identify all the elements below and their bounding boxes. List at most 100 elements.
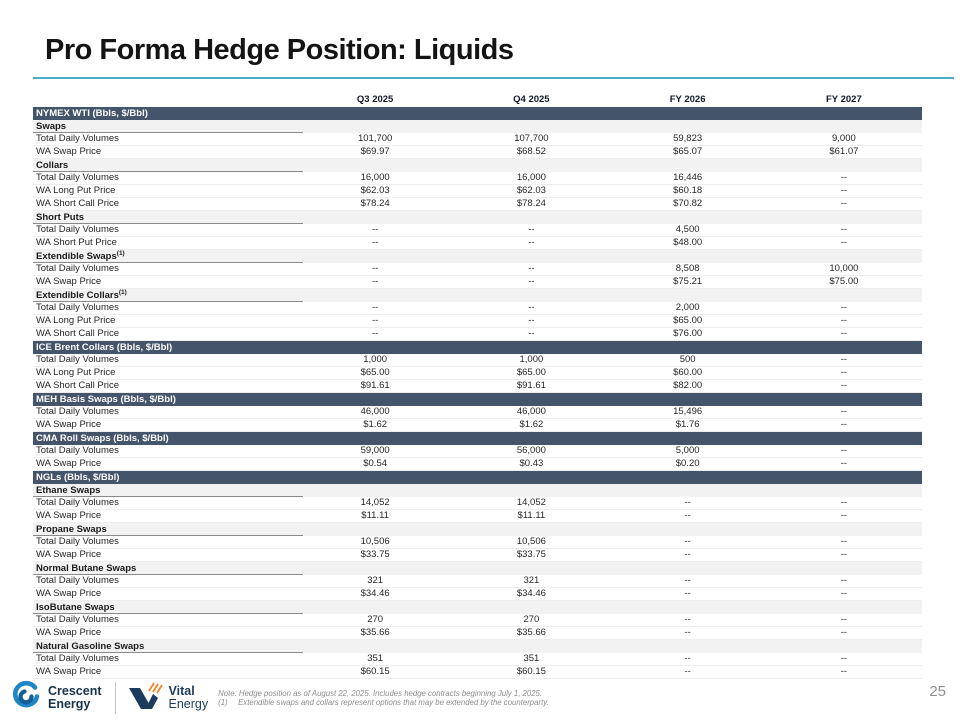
table-row: WA Swap Price $11.11 $11.11 -- --: [33, 510, 922, 523]
cell-value: $91.61: [360, 380, 390, 391]
table-row: Total Daily Volumes -- -- 8,508 10,000: [33, 263, 922, 276]
footnote-superscript: (1): [118, 288, 127, 296]
row-label: WA Swap Price: [36, 549, 102, 560]
hedge-position-table: Q3 2025 Q4 2025 FY 2026 FY 2027 NYMEX WT…: [33, 90, 922, 679]
cell-value: 10,506: [360, 536, 390, 547]
footnote-marker: (1): [218, 698, 228, 707]
vital-energy-logo: Vital Energy: [127, 681, 209, 716]
cell-value: --: [528, 224, 535, 235]
cell-value: 46,000: [360, 406, 390, 417]
cell-value: $75.00: [829, 276, 859, 287]
cell-value: 9,000: [831, 133, 856, 144]
row-label: WA Long Put Price: [36, 315, 116, 326]
cell-value: $61.07: [829, 146, 859, 157]
row-label: WA Swap Price: [36, 627, 102, 638]
table-row: WA Long Put Price -- -- $65.00 --: [33, 315, 922, 328]
cell-value: 59,823: [673, 133, 703, 144]
crescent-energy-wordmark: Crescent Energy: [48, 685, 102, 711]
cell-value: --: [684, 510, 691, 521]
cell-value: --: [840, 575, 848, 586]
cell-value: --: [840, 549, 848, 560]
table-row: WA Short Call Price $78.24 $78.24 $70.82 --: [33, 198, 922, 211]
table-row: WA Long Put Price $62.03 $62.03 $60.18 --: [33, 185, 922, 198]
cell-value: --: [528, 302, 535, 313]
subsection-header-row: Short Puts: [33, 211, 922, 224]
table-row: Total Daily Volumes 101,700 107,700 59,823 9…: [33, 133, 922, 146]
row-label: ICE Brent Collars (Bbls, $/Bbl): [36, 341, 173, 353]
table-row: WA Swap Price $60.15 $60.15 -- --: [33, 666, 922, 679]
vital-energy-wordmark: Vital Energy: [169, 685, 209, 711]
row-label: WA Short Call Price: [36, 328, 120, 339]
cell-value: $78.24: [360, 198, 390, 209]
row-label: WA Swap Price: [36, 666, 102, 677]
cell-value: $33.75: [360, 549, 390, 560]
cell-value: --: [840, 237, 848, 248]
row-label: WA Short Call Price: [36, 380, 120, 391]
footnote-text: Extendible swaps and collars represent o…: [238, 698, 549, 707]
row-label: MEH Basis Swaps (Bbls, $/Bbl): [36, 393, 176, 405]
row-label: Ethane Swaps: [36, 484, 101, 496]
cell-value: --: [371, 302, 379, 313]
cell-value: $60.18: [673, 185, 703, 196]
table-row: WA Swap Price $69.97 $68.52 $65.07 $61.07: [33, 146, 922, 159]
cell-value: 10,000: [829, 263, 859, 274]
cell-value: 15,496: [673, 406, 703, 417]
cell-value: 14,052: [516, 497, 546, 508]
cell-value: --: [684, 614, 691, 625]
row-label: Normal Butane Swaps: [36, 562, 137, 574]
row-label: NYMEX WTI (Bbls, $/Bbl): [36, 107, 148, 119]
cell-value: --: [840, 536, 848, 547]
cell-value: 5,000: [675, 445, 700, 456]
row-label: Total Daily Volumes: [36, 354, 119, 365]
cell-value: --: [840, 627, 848, 638]
table-row: Total Daily Volumes 10,506 10,506 -- --: [33, 536, 922, 549]
row-label: Total Daily Volumes: [36, 614, 119, 625]
cell-value: $76.00: [673, 328, 703, 339]
cell-value: $0.54: [363, 458, 388, 469]
table-header-row: Q3 2025 Q4 2025 FY 2026 FY 2027: [33, 90, 922, 107]
column-header-fy-2027: FY 2027: [826, 94, 862, 105]
table-row: WA Swap Price $34.46 $34.46 -- --: [33, 588, 922, 601]
cell-value: --: [840, 614, 848, 625]
cell-value: 351: [523, 653, 540, 664]
subsection-header-row: Propane Swaps: [33, 523, 922, 536]
page-title: Pro Forma Hedge Position: Liquids: [45, 34, 514, 66]
cell-value: $34.46: [516, 588, 546, 599]
table-row: Total Daily Volumes 16,000 16,000 16,446 --: [33, 172, 922, 185]
cell-value: $11.11: [361, 510, 389, 521]
cell-value: $34.46: [360, 588, 390, 599]
section-header-row: ICE Brent Collars (Bbls, $/Bbl): [33, 341, 922, 354]
cell-value: $60.00: [673, 367, 703, 378]
vital-word-1: Vital: [168, 684, 195, 698]
cell-value: --: [840, 653, 848, 664]
vital-energy-icon: [127, 681, 163, 716]
row-label: WA Swap Price: [36, 276, 102, 287]
title-underline: [33, 77, 954, 79]
cell-value: $68.52: [516, 146, 546, 157]
subsection-header-row: Collars: [33, 159, 922, 172]
cell-value: $70.82: [673, 198, 703, 209]
cell-value: $82.00: [673, 380, 703, 391]
row-label: WA Swap Price: [36, 510, 102, 521]
cell-value: --: [684, 666, 691, 677]
cell-value: --: [684, 627, 691, 638]
row-label: Collars: [36, 159, 69, 171]
footnote-superscript: (1): [116, 249, 125, 257]
cell-value: 101,700: [357, 133, 393, 144]
subsection-header-row: IsoButane Swaps: [33, 601, 922, 614]
row-label: Total Daily Volumes: [36, 575, 119, 586]
row-label: Total Daily Volumes: [36, 224, 119, 235]
table-row: WA Short Put Price -- -- $48.00 --: [33, 237, 922, 250]
column-header-q3-2025: Q3 2025: [356, 94, 394, 105]
cell-value: --: [371, 328, 379, 339]
row-label: WA Long Put Price: [36, 367, 116, 378]
cell-value: $0.20: [675, 458, 700, 469]
cell-value: --: [840, 380, 848, 391]
cell-value: 10,506: [516, 536, 546, 547]
cell-value: $33.75: [516, 549, 546, 560]
cell-value: --: [840, 666, 848, 677]
row-label: WA Swap Price: [36, 419, 102, 430]
footer-divider: [114, 682, 116, 714]
cell-value: --: [840, 458, 848, 469]
cell-value: --: [840, 445, 848, 456]
